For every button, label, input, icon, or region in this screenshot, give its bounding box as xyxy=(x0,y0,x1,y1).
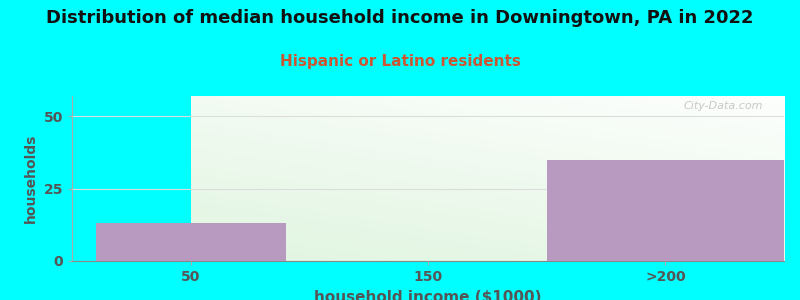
Text: City-Data.com: City-Data.com xyxy=(683,101,762,111)
Bar xyxy=(546,160,784,261)
Y-axis label: households: households xyxy=(24,134,38,223)
X-axis label: household income ($1000): household income ($1000) xyxy=(314,290,542,300)
Text: Distribution of median household income in Downingtown, PA in 2022: Distribution of median household income … xyxy=(46,9,754,27)
Bar xyxy=(96,224,286,261)
Text: Hispanic or Latino residents: Hispanic or Latino residents xyxy=(279,54,521,69)
